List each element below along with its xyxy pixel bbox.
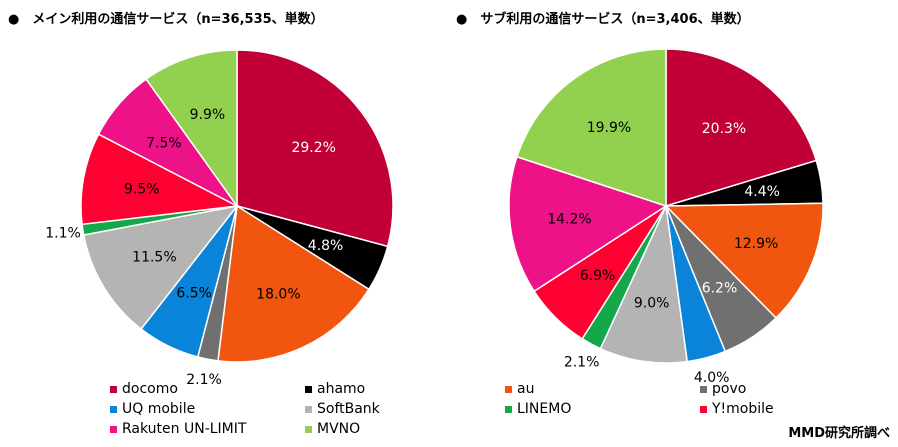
legend-swatch <box>305 425 312 433</box>
legend-item: povo <box>700 381 746 397</box>
legend-swatch <box>110 405 117 413</box>
data-label: 9.9% <box>190 107 226 123</box>
data-label: 9.0% <box>634 295 670 311</box>
data-label: 9.5% <box>124 182 160 198</box>
legend-label: Y!mobile <box>712 401 774 417</box>
source-note: MMD研究所調べ <box>788 426 890 441</box>
legend-item: Y!mobile <box>700 401 774 417</box>
pie-slice-mvno <box>145 49 238 209</box>
data-label: 6.9% <box>580 268 616 284</box>
legend-swatch <box>700 385 707 393</box>
data-label: 7.5% <box>146 136 182 152</box>
legend-label: UQ mobile <box>122 401 196 417</box>
legend-item: LINEMO <box>505 401 571 417</box>
legend-item: docomo <box>110 381 178 397</box>
pie-slice-rakuten-un-limit <box>508 155 668 293</box>
legend-label: ahamo <box>317 381 366 397</box>
pie-slice-au <box>217 204 370 363</box>
data-label: 29.2% <box>291 140 335 156</box>
legend-swatch <box>110 385 117 393</box>
legend-label: povo <box>712 381 747 397</box>
legend-label: SoftBank <box>317 401 380 417</box>
chart-title-sub: ● サブ利用の通信サービス（n=3,406、単数） <box>456 12 750 27</box>
data-label: 11.5% <box>132 249 176 265</box>
legend-label: MVNO <box>317 421 361 437</box>
legend-label: Rakuten UN-LIMIT <box>122 421 247 437</box>
legend-item: ahamo <box>305 381 365 397</box>
legend-swatch <box>700 405 707 413</box>
data-label: 20.3% <box>702 121 746 137</box>
legend-label: LINEMO <box>517 401 572 417</box>
pie-slice-softbank <box>599 203 689 364</box>
legend-item: MVNO <box>305 421 360 437</box>
data-label: 2.1% <box>564 355 600 371</box>
data-label: 18.0% <box>256 286 300 302</box>
data-label: 6.2% <box>702 280 738 296</box>
legend-item: UQ mobile <box>110 401 195 417</box>
legend-item: SoftBank <box>305 401 380 417</box>
data-label: 14.2% <box>547 211 591 227</box>
chart-title-main: ● メイン利用の通信サービス（n=36,535、単数） <box>8 12 324 27</box>
data-label: 4.0% <box>694 370 730 386</box>
legend-swatch <box>305 405 312 413</box>
legend-label: docomo <box>122 381 178 397</box>
data-label: 4.4% <box>744 184 780 200</box>
legend-swatch <box>110 425 117 433</box>
legend-item: au <box>505 381 534 397</box>
pie-slice-au <box>664 202 824 320</box>
legend-swatch <box>305 385 312 393</box>
data-label: 1.1% <box>45 226 81 242</box>
legend-swatch <box>505 385 512 393</box>
data-label: 4.8% <box>308 238 344 254</box>
data-label: 2.1% <box>186 372 222 388</box>
data-label: 12.9% <box>734 236 778 252</box>
pie-slice-softbank <box>82 204 239 331</box>
legend-item: Rakuten UN-LIMIT <box>110 421 246 437</box>
pie-slice-docomo <box>665 48 818 208</box>
pie-slice-mvno <box>515 48 667 208</box>
legend-swatch <box>505 405 512 413</box>
pie-slice-y-mobile <box>80 133 240 226</box>
data-label: 19.9% <box>587 120 631 136</box>
pie-slice-docomo <box>236 49 394 248</box>
legend-label: au <box>517 381 535 397</box>
data-label: 6.5% <box>176 286 212 302</box>
